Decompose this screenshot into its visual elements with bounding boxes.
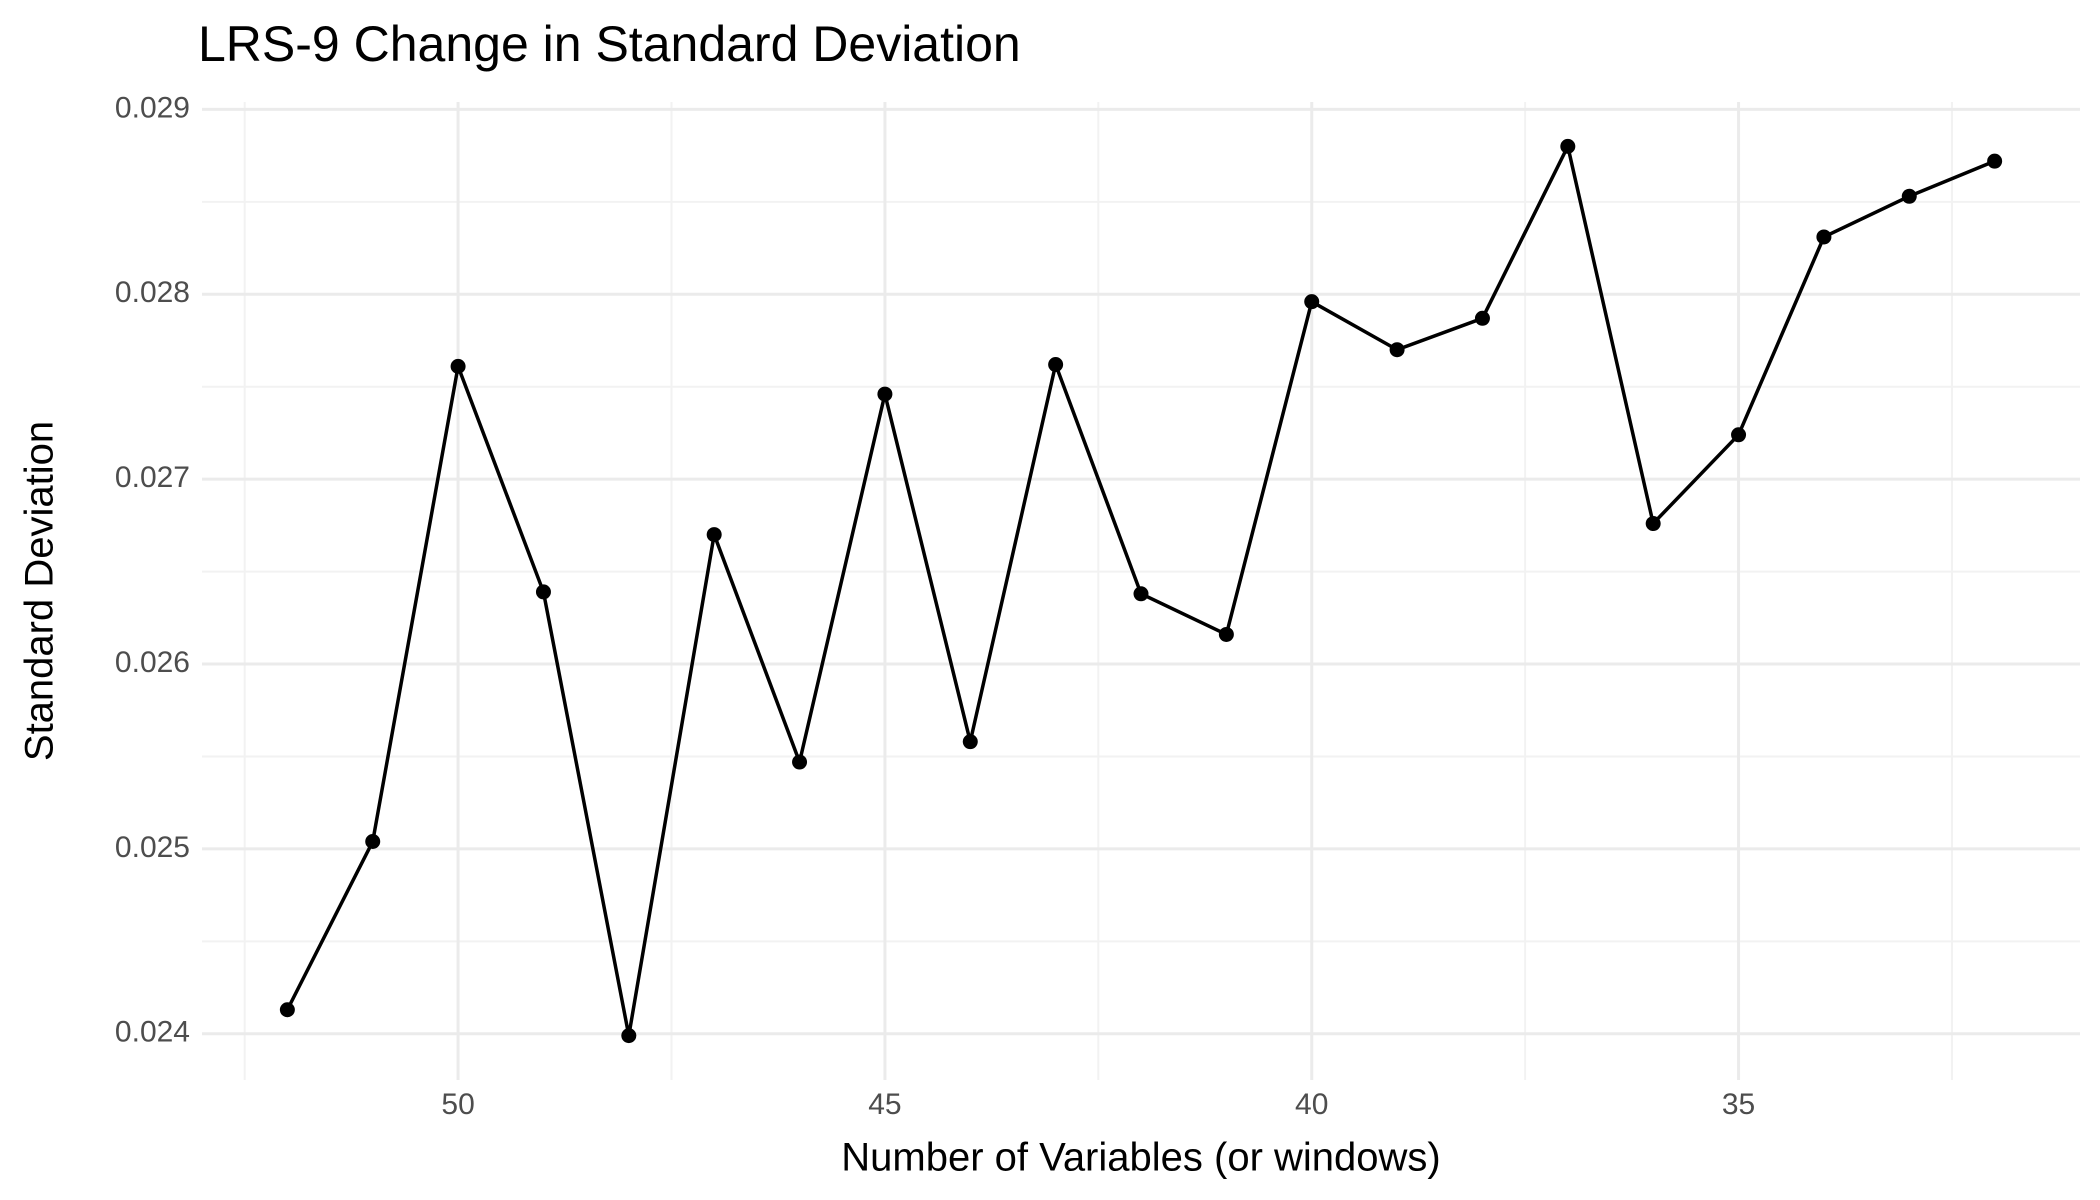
- chart-title: LRS-9 Change in Standard Deviation: [198, 16, 1021, 72]
- point: [792, 754, 808, 770]
- point: [877, 386, 893, 402]
- point: [1389, 342, 1405, 358]
- point: [1987, 153, 2003, 169]
- y-tick-label: 0.027: [115, 461, 190, 494]
- x-tick-label: 45: [868, 1088, 901, 1121]
- point: [1304, 294, 1320, 310]
- x-tick-label: 50: [441, 1088, 474, 1121]
- y-tick-label: 0.024: [115, 1016, 190, 1049]
- point: [1645, 516, 1661, 532]
- y-tick-label: 0.028: [115, 276, 190, 309]
- y-tick-label: 0.029: [115, 91, 190, 124]
- x-axis-title: Number of Variables (or windows): [841, 1136, 1440, 1180]
- y-tick-label: 0.025: [115, 831, 190, 864]
- point: [450, 358, 466, 374]
- point: [1560, 138, 1576, 154]
- point: [1816, 229, 1832, 245]
- y-tick-label: 0.026: [115, 646, 190, 679]
- x-tick-label: 35: [1722, 1088, 1755, 1121]
- point: [1474, 310, 1490, 326]
- point: [1133, 586, 1149, 602]
- point: [535, 584, 551, 600]
- point: [365, 834, 381, 850]
- point: [1218, 626, 1234, 642]
- point: [1901, 188, 1917, 204]
- point: [1048, 357, 1064, 373]
- point: [1731, 427, 1747, 443]
- point: [962, 734, 978, 750]
- point: [621, 1028, 637, 1044]
- x-tick-label: 40: [1295, 1088, 1328, 1121]
- point: [279, 1002, 295, 1018]
- point: [706, 527, 722, 543]
- y-axis-title: Standard Deviation: [18, 421, 62, 761]
